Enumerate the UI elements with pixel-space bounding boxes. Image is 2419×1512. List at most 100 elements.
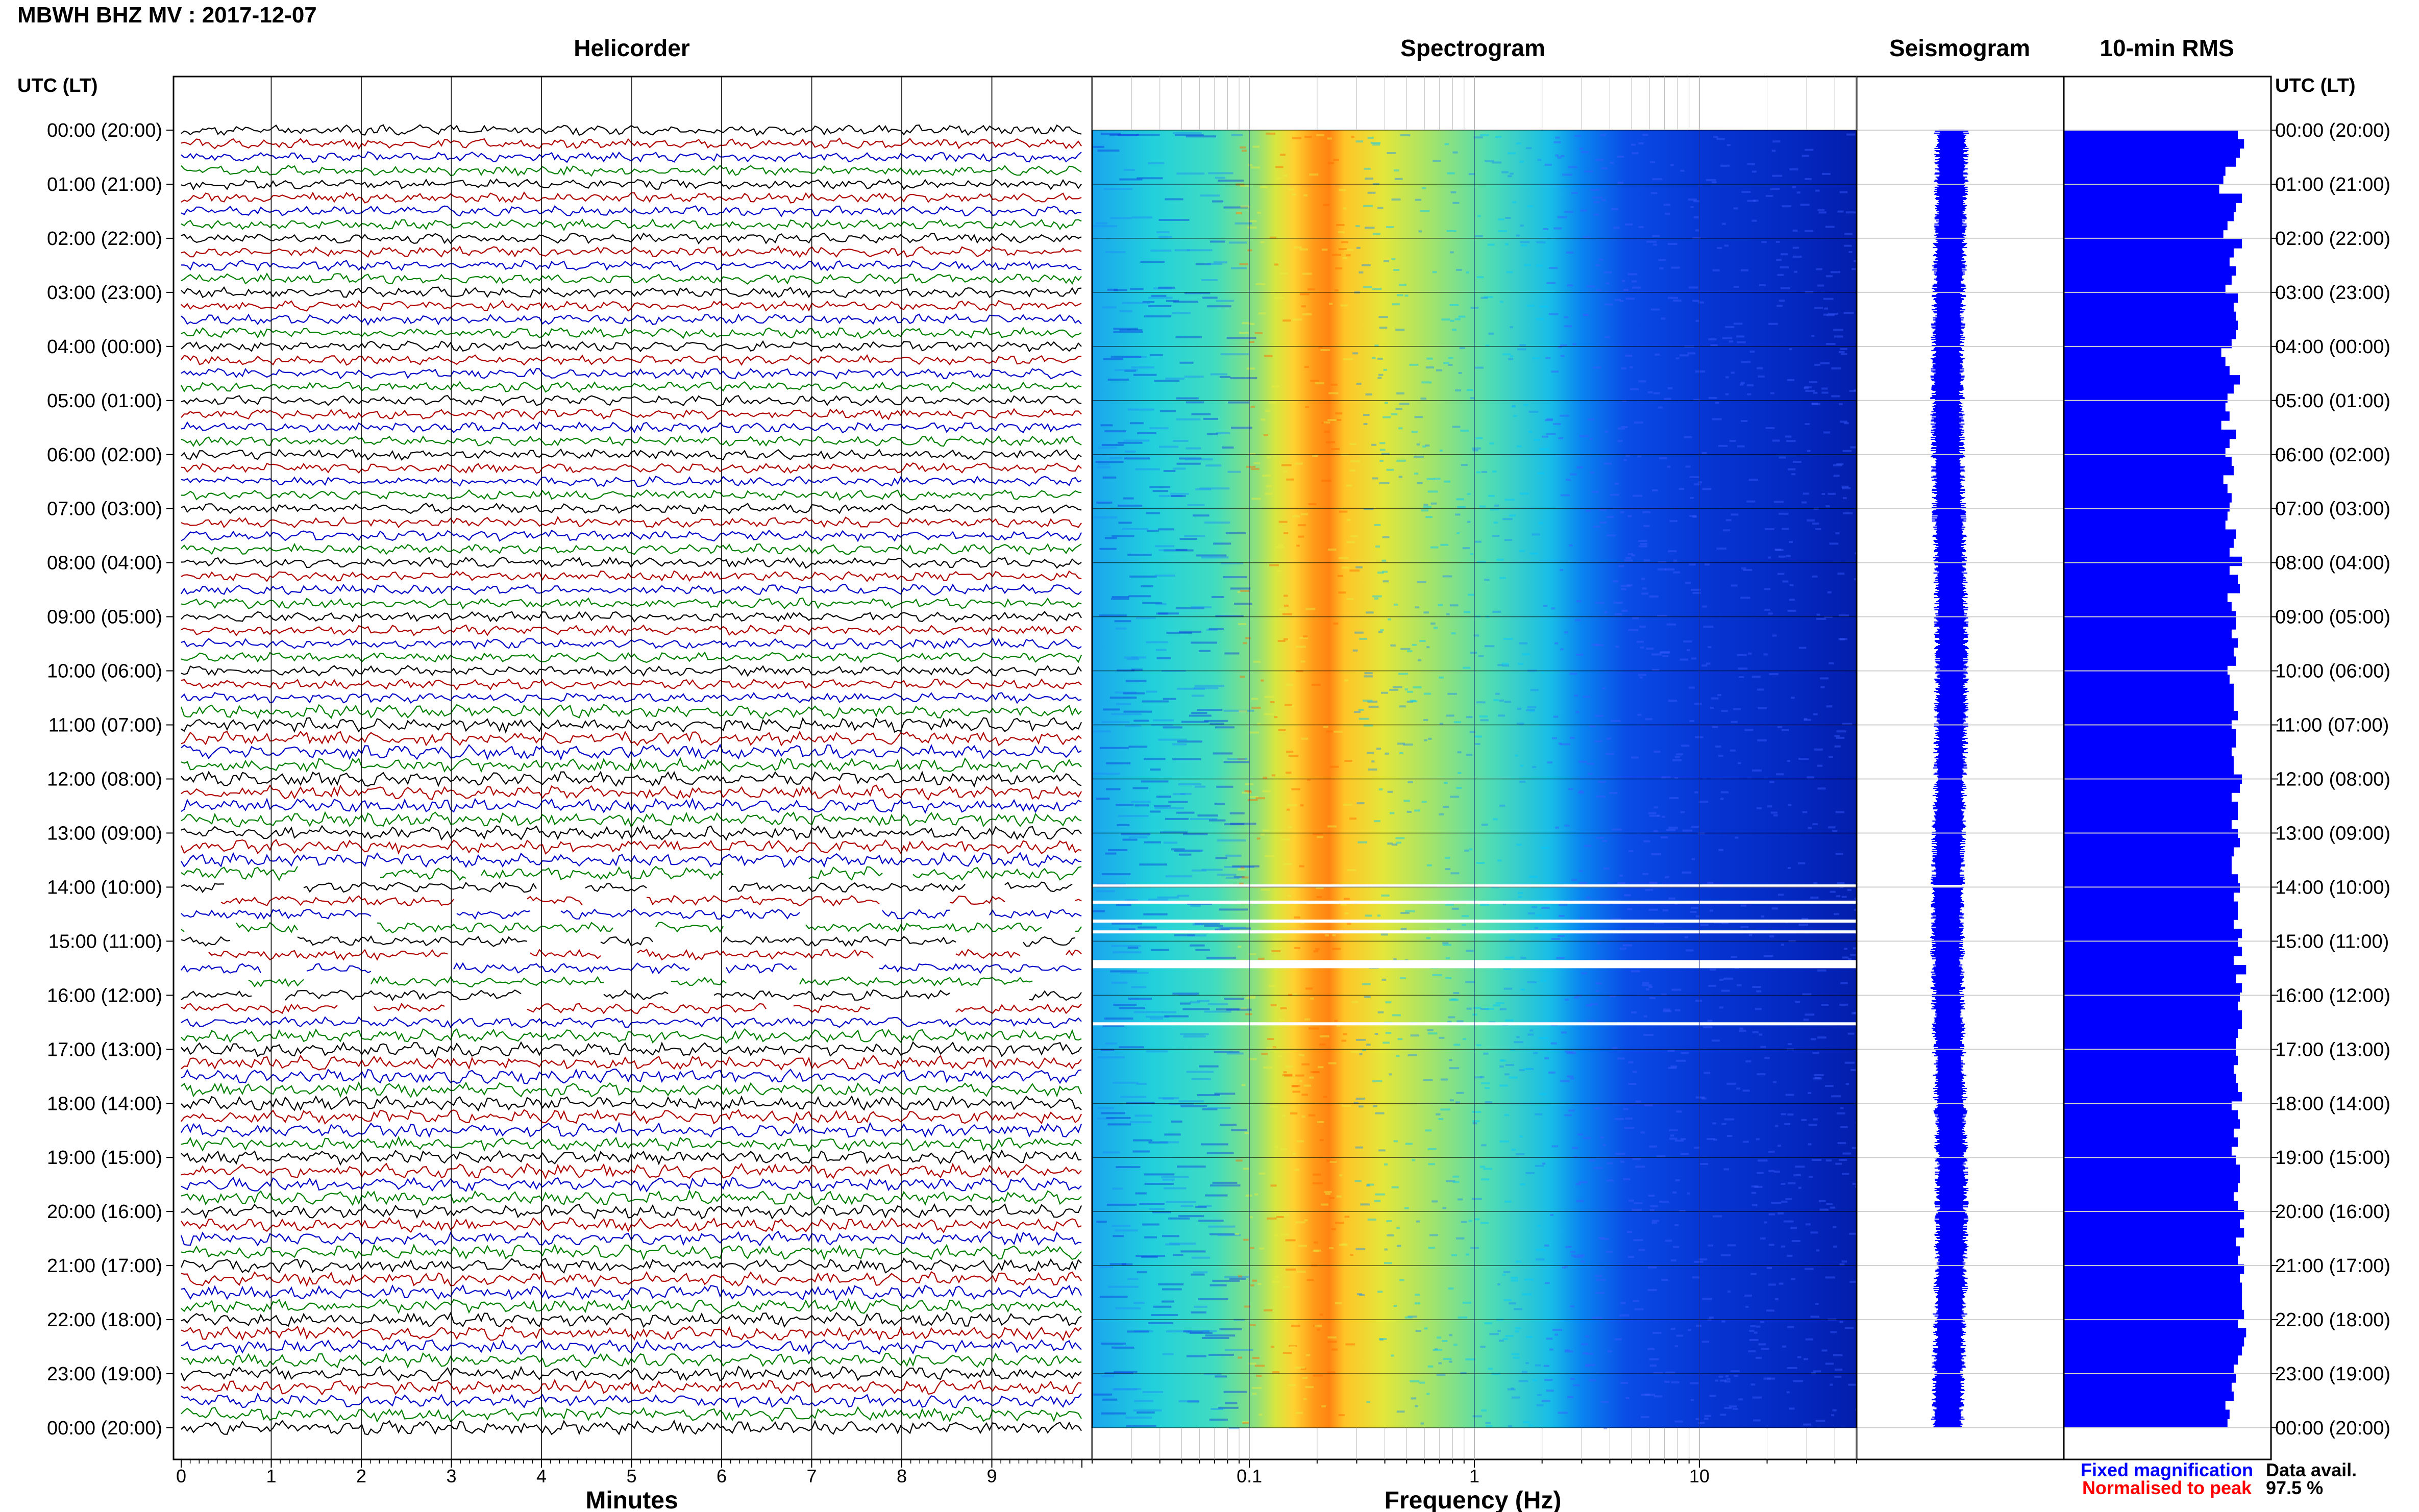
rms-bar [2064,584,2240,593]
rms-bar [2064,311,2236,321]
minute-tick-label: 9 [986,1466,997,1486]
rms-bar [2064,148,2240,158]
frequency-tick-label: 10 [1689,1466,1710,1486]
rms-bar [2064,1264,2244,1274]
time-tick-label-left: 18:00 (14:00) [47,1093,162,1114]
rms-bar [2064,1110,2238,1120]
rms-bar [2064,330,2236,339]
minute-tick-label: 5 [626,1466,636,1486]
rms-bar [2064,783,2240,793]
time-tick-label-right: 02:00 (22:00) [2275,228,2390,250]
rms-bar [2064,438,2230,449]
rms-bar [2064,756,2234,766]
rms-bar [2064,647,2234,657]
rms-bar [2064,611,2236,621]
minute-tick-label: 6 [717,1466,727,1486]
rms-bar [2064,1119,2240,1129]
minute-tick-label: 1 [266,1466,276,1486]
time-tick-label-left: 00:00 (20:00) [47,1418,162,1439]
frequency-axis-label: Frequency (Hz) [1385,1487,1562,1512]
rms-bar [2064,520,2226,530]
rms-bar [2064,937,2238,948]
rms-bar [2064,230,2224,239]
rms-bar [2064,983,2242,993]
rms-bar [2064,1064,2234,1075]
rms-bar [2064,193,2242,203]
rms-bar [2064,166,2226,176]
time-tick-label-right: 09:00 (05:00) [2275,607,2390,628]
rms-bar [2064,1282,2242,1292]
legend-fixed-magnification: Fixed magnification [2081,1459,2253,1480]
rms-bar [2064,575,2238,584]
rms-bar [2064,992,2240,1002]
rms-bar [2064,220,2228,231]
time-tick-label-left: 03:00 (23:00) [47,282,162,304]
rms-bar [2064,674,2230,684]
time-tick-label-right: 21:00 (17:00) [2275,1255,2390,1277]
minute-tick-label: 8 [897,1466,907,1486]
rms-bar [2064,1391,2234,1401]
rms-bar [2064,1255,2238,1265]
rms-bar [2064,920,2234,929]
rms-bar [2064,339,2232,349]
rms-bar [2064,738,2236,748]
rms-bar [2064,947,2242,956]
rms-bar [2064,820,2232,829]
rms-bar [2064,792,2232,802]
time-tick-label-left: 07:00 (03:00) [47,499,162,520]
rms-bar [2064,638,2238,648]
rms-bar [2064,1409,2230,1419]
rms-bar [2064,529,2236,539]
rms-bar [2064,248,2234,258]
time-tick-label-right: 14:00 (10:00) [2275,877,2390,898]
rms-bar [2064,711,2238,721]
rms-bar [2064,838,2240,848]
rms-bar [2064,883,2240,893]
panel-frames [172,76,2272,1460]
rms-bar [2064,302,2234,312]
rms-bar [2064,692,2234,702]
rms-bar [2064,1210,2244,1220]
rms-bar [2064,1164,2240,1174]
rms-bar [2064,203,2236,212]
time-tick-label-left: 20:00 (16:00) [47,1201,162,1223]
rms-bar [2064,548,2230,557]
rms-bar [2064,1319,2238,1328]
time-tick-label-right: 17:00 (13:00) [2275,1039,2390,1060]
rms-bar [2064,801,2238,811]
rms-bar [2064,1328,2247,1337]
time-gridlines [1092,130,2271,1428]
rms-bar [2064,1037,2236,1047]
rms-bar [2064,747,2232,757]
time-tick-label-right: 16:00 (12:00) [2275,985,2390,1006]
time-tick-label-right: 18:00 (14:00) [2275,1093,2390,1114]
rms-bar [2064,402,2226,412]
rms-bar [2064,974,2236,984]
time-tick-label-left: 11:00 (07:00) [48,715,162,736]
rms-bar [2064,901,2238,911]
time-tick-label-right: 12:00 (08:00) [2275,769,2390,790]
rms-bar [2064,448,2226,457]
rms-bar [2064,175,2224,185]
time-tick-label-left: 17:00 (13:00) [47,1039,162,1060]
time-tick-label-left: 06:00 (02:00) [47,444,162,466]
rms-bar [2064,284,2226,294]
rms-bar [2064,1182,2238,1193]
figure-title: MBWH BHZ MV : 2017-12-07 [17,3,317,28]
rms-bar [2064,1273,2240,1283]
rms-bar [2064,1074,2236,1083]
time-tick-label-right: 19:00 (15:00) [2275,1147,2390,1169]
rms-bar [2064,829,2238,838]
rms-bar [2064,484,2228,493]
rms-bar [2064,257,2230,267]
rms-bar [2064,1101,2232,1111]
rms-bar [2064,411,2230,421]
time-tick-label-left: 13:00 (09:00) [47,823,162,844]
rms-bar [2064,556,2242,566]
rms-bar [2064,865,2232,875]
rms-bar [2064,1174,2240,1183]
time-tick-label-right: 04:00 (00:00) [2275,336,2390,358]
rms-bar [2064,266,2236,276]
rms-bar [2064,1001,2238,1011]
